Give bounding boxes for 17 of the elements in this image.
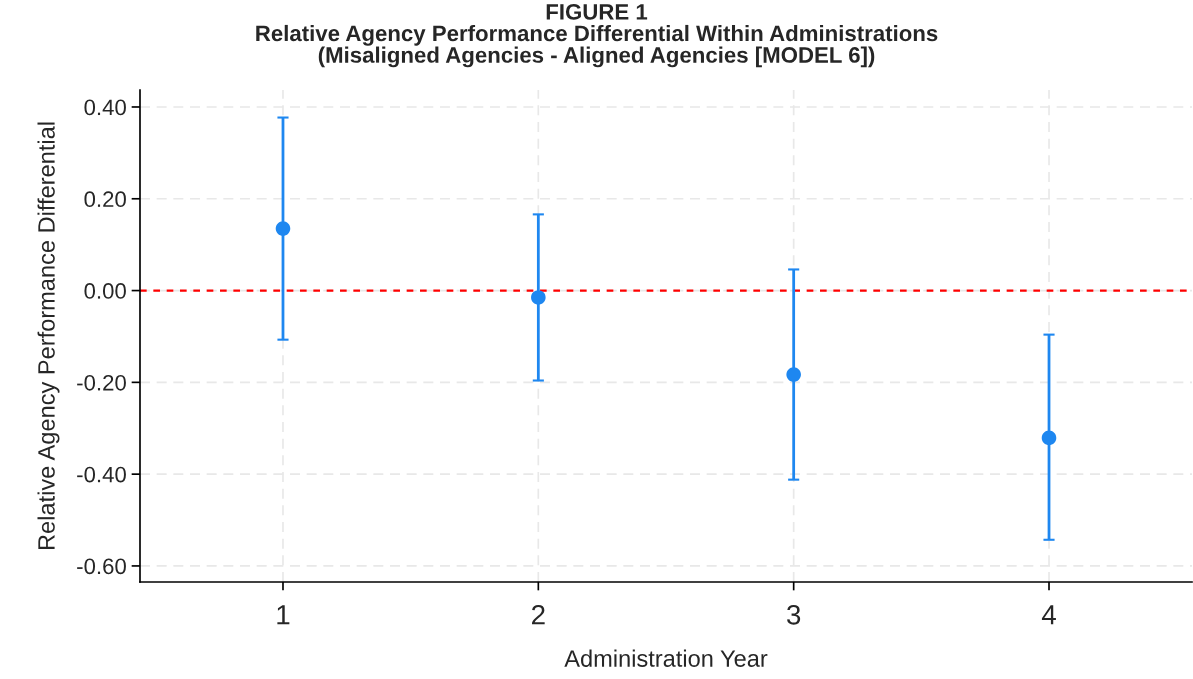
point bbox=[531, 290, 546, 305]
y-tick-label: -0.40 bbox=[77, 466, 126, 483]
y-tick-label: -0.60 bbox=[77, 558, 126, 575]
point bbox=[786, 367, 801, 382]
chart-title: FIGURE 1 Relative Agency Performance Differential Within Administrations (Misaligned Agencies - Aligned Agencies [MODEL 6]) bbox=[256, 3, 938, 68]
y-tick-label: -0.20 bbox=[77, 374, 126, 391]
x-tick-label: 3 bbox=[787, 604, 801, 625]
x-axis-title: Administration Year bbox=[564, 649, 768, 667]
x-tick-label: 4 bbox=[1041, 605, 1056, 625]
x-tick-label: 1 bbox=[277, 605, 290, 625]
y-tick-label: 0.40 bbox=[84, 99, 126, 116]
x-tick-label: 2 bbox=[532, 604, 545, 625]
y-axis-title: Relative Agency Performance Differential bbox=[37, 122, 60, 550]
point bbox=[275, 221, 291, 236]
point bbox=[1041, 430, 1057, 446]
y-tick-label: 0.00 bbox=[84, 283, 126, 299]
y-tick-label: 0.20 bbox=[84, 191, 126, 208]
